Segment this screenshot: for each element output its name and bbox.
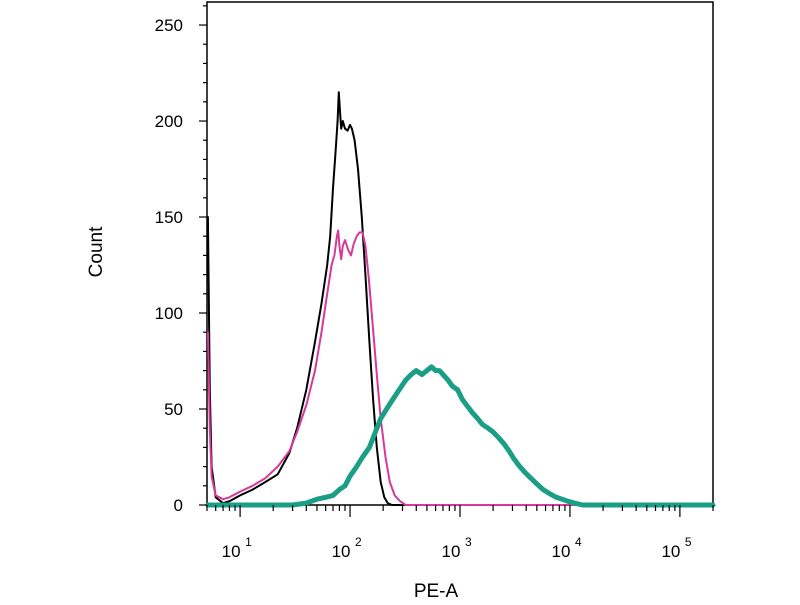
plot-border	[206, 1, 714, 506]
x-tick-exponent: 3	[465, 535, 472, 549]
y-axis-title: Count	[86, 226, 107, 277]
y-tick-label: 100	[155, 304, 183, 323]
x-axis-title: PE-A	[414, 581, 459, 600]
y-tick-label: 200	[155, 112, 183, 131]
series-line-1	[206, 91, 714, 506]
y-tick-label: 0	[174, 496, 183, 515]
series-layer	[205, 91, 716, 508]
plot-frame	[206, 1, 714, 506]
y-tick-label: 250	[155, 16, 183, 35]
x-tick-label: 10	[332, 542, 351, 561]
y-tick-label: 150	[155, 208, 183, 227]
y-axis: 0 50 100 150 200 250	[155, 5, 207, 515]
x-tick-label: 10	[661, 542, 680, 561]
series-line-3	[205, 364, 716, 508]
y-tick-label: 50	[164, 400, 183, 419]
x-tick-label: 10	[551, 542, 570, 561]
x-axis: 10 1 10 2 10 3 10 4 10 5	[206, 505, 714, 561]
series-line-2	[206, 229, 714, 506]
x-tick-exponent: 5	[685, 535, 692, 549]
x-tick-label: 10	[222, 542, 241, 561]
x-tick-exponent: 2	[355, 535, 362, 549]
x-tick-label: 10	[442, 542, 461, 561]
x-tick-exponent: 1	[245, 535, 252, 549]
x-tick-exponent: 4	[575, 535, 582, 549]
